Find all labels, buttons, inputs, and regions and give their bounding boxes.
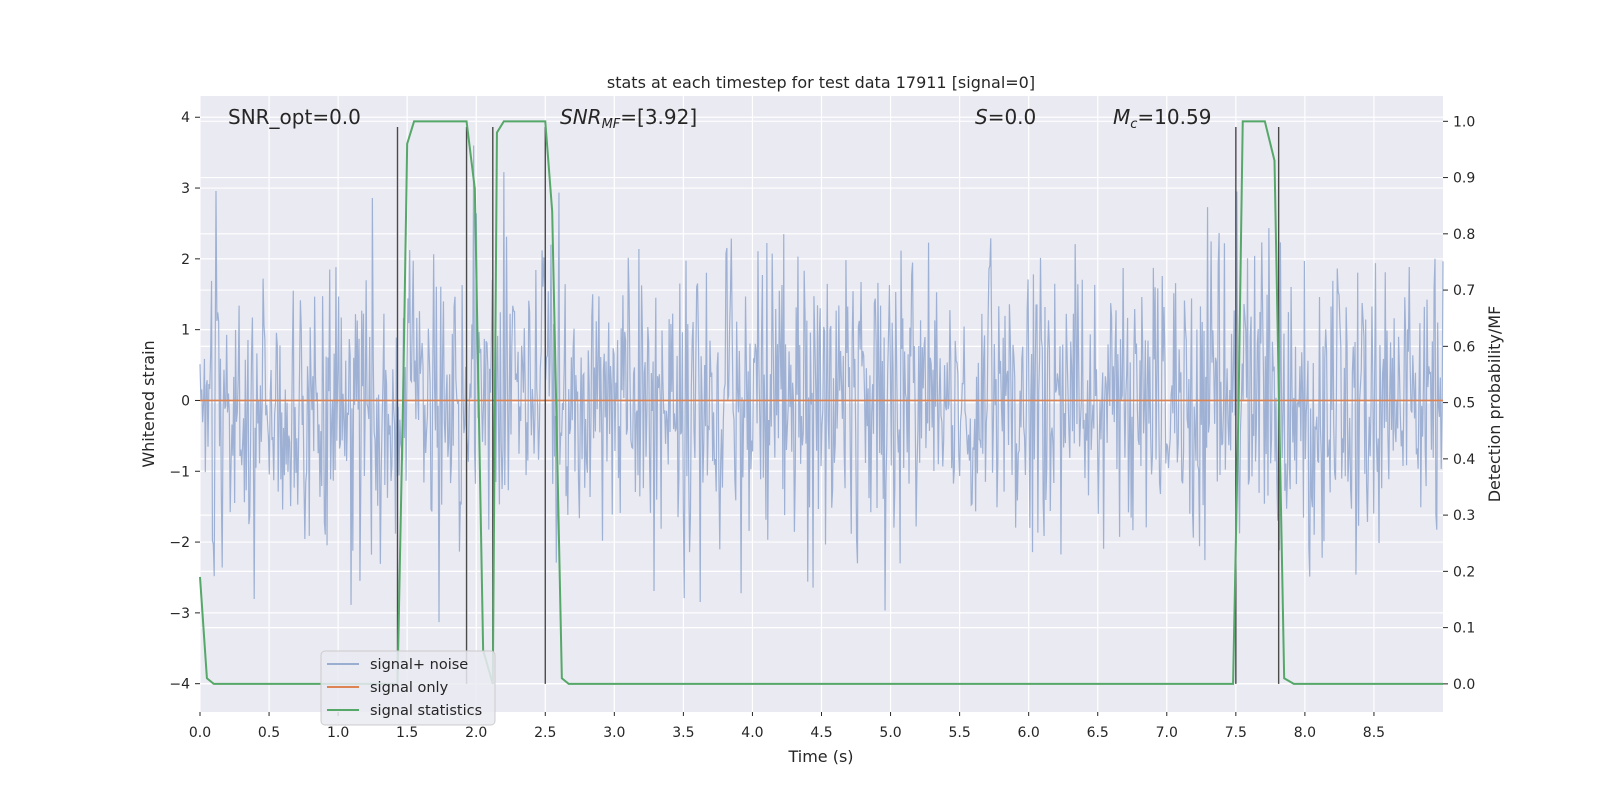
- y-right-tick-label-5: 0.5: [1453, 396, 1475, 412]
- x-tick-label-4: 2.0: [465, 725, 487, 741]
- s-value: =0.0: [988, 105, 1037, 129]
- x-tick-label-17: 8.5: [1363, 725, 1385, 741]
- legend: signal+ noise signal only signal statist…: [320, 650, 496, 726]
- mc-symbol: M: [1113, 105, 1130, 129]
- y-right-tick-label-10: 0.0: [1453, 677, 1475, 693]
- x-tick-label-16: 8.0: [1294, 725, 1316, 741]
- annotation-snr-mf: SNRMF=[3.92]: [560, 105, 697, 132]
- snr-mf-value: =[3.92]: [620, 105, 697, 129]
- x-tick-label-8: 4.0: [741, 725, 763, 741]
- y-left-tick-labels: 4 3 2 1 0 −1 −2 −3 −4: [169, 110, 200, 693]
- y-right-tick-label-8: 0.2: [1453, 564, 1475, 580]
- s-symbol: S: [975, 105, 988, 129]
- signal-statistics-line: [199, 120, 1443, 685]
- vertical-markers: [396, 126, 1280, 684]
- y-left-tick-label-7: −3: [169, 606, 190, 622]
- x-tick-label-1: 0.5: [258, 725, 280, 741]
- y-right-tick-label-6: 0.4: [1453, 452, 1475, 468]
- y-left-tick-label-4: 0: [181, 393, 190, 409]
- y-right-tick-label-3: 0.7: [1453, 283, 1475, 299]
- series-signal-statistics: [199, 120, 1443, 685]
- x-tick-label-6: 3.0: [603, 725, 625, 741]
- mc-subscript: c: [1130, 117, 1137, 132]
- x-tick-label-3: 1.5: [396, 725, 418, 741]
- x-tick-label-13: 6.5: [1087, 725, 1109, 741]
- x-tick-label-7: 3.5: [672, 725, 694, 741]
- y-left-tick-label-8: −4: [169, 677, 190, 693]
- y-left-tick-label-5: −1: [169, 464, 190, 480]
- y-left-tick-label-0: 4: [181, 110, 190, 126]
- annotation-snr-opt: SNR_opt=0.0: [228, 105, 361, 129]
- y-left-tick-label-2: 2: [181, 252, 190, 268]
- x-tick-label-11: 5.5: [948, 725, 970, 741]
- y-right-tick-label-7: 0.3: [1453, 508, 1475, 524]
- legend-label-signal-plus-noise: signal+ noise: [370, 657, 468, 673]
- y-right-tick-label-2: 0.8: [1453, 227, 1475, 243]
- legend-box: [320, 650, 496, 726]
- x-tick-labels: 0.0 0.5 1.0 1.5 2.0 2.5 3.0 3.5 4.0 4.5 5.0 5.5 6.0 6…: [189, 712, 1385, 741]
- x-tick-label-12: 6.0: [1018, 725, 1040, 741]
- x-tick-label-9: 4.5: [810, 725, 832, 741]
- snr-mf-subscript: MF: [602, 117, 621, 132]
- mc-value: =10.59: [1137, 105, 1211, 129]
- annotation-s: S=0.0: [975, 105, 1036, 129]
- legend-label-signal-statistics: signal statistics: [370, 703, 482, 719]
- y-right-tick-label-9: 0.1: [1453, 621, 1475, 637]
- y-left-tick-label-1: 3: [181, 181, 190, 197]
- x-tick-label-0: 0.0: [189, 725, 211, 741]
- y-right-tick-label-4: 0.6: [1453, 339, 1475, 355]
- y-left-tick-label-6: −2: [169, 535, 190, 551]
- x-tick-label-2: 1.0: [327, 725, 349, 741]
- x-tick-label-15: 7.5: [1225, 725, 1247, 741]
- legend-label-signal-only: signal only: [370, 680, 449, 696]
- snr-mf-symbol: SNR: [560, 105, 602, 129]
- y-axis-label-right: Detection probability/MF: [1485, 306, 1504, 503]
- y-left-tick-label-3: 1: [181, 323, 190, 339]
- x-tick-label-14: 7.0: [1156, 725, 1178, 741]
- x-tick-label-5: 2.5: [534, 725, 556, 741]
- y-right-tick-labels: 1.0 0.9 0.8 0.7 0.6 0.5 0.4 0.3 0.2 0.1 0.0: [1443, 114, 1475, 693]
- y-axis-label-left: Whitened strain: [139, 340, 158, 467]
- chart-title: stats at each timestep for test data 179…: [607, 73, 1035, 92]
- x-tick-label-10: 5.0: [879, 725, 901, 741]
- y-right-tick-label-1: 0.9: [1453, 171, 1475, 187]
- annotation-mc: Mc=10.59: [1113, 105, 1211, 132]
- y-right-tick-label-0: 1.0: [1453, 114, 1475, 130]
- x-axis-label: Time (s): [787, 747, 853, 766]
